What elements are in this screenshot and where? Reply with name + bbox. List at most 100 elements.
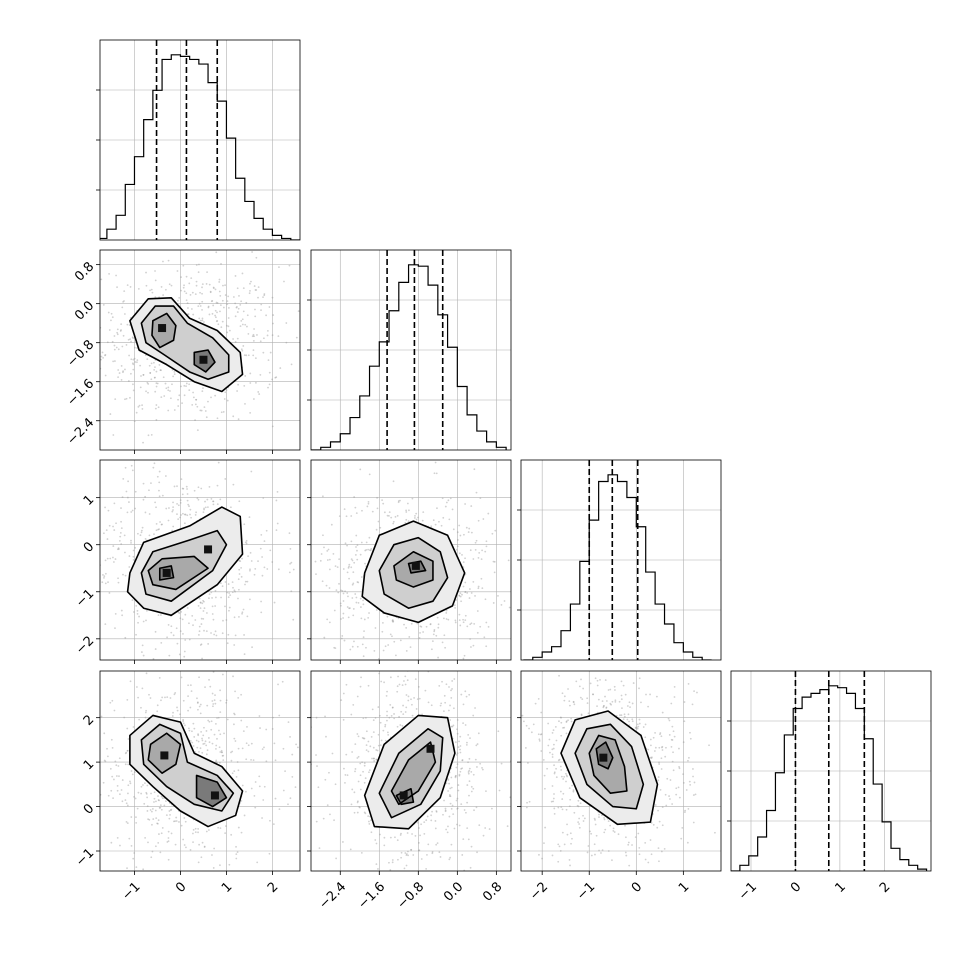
pair-4-sample-310 <box>418 935 420 937</box>
pair-5-sample-581 <box>692 768 694 770</box>
pair-5-sample-624 <box>558 720 560 723</box>
pair-3-sample-183 <box>126 822 129 824</box>
pair-1-sample-107 <box>122 573 124 576</box>
pair-5-sample-121 <box>553 772 556 775</box>
pair-4-sample-161 <box>440 702 443 705</box>
pair-2-sample-70 <box>470 505 473 507</box>
pair-0-sample-29 <box>187 307 189 309</box>
pair-5-sample-383 <box>682 773 685 776</box>
pair-4-sample-424 <box>317 882 319 884</box>
xlabel-param-0-tick-3: 2 <box>265 879 281 895</box>
pair-4-sample-518 <box>396 725 399 728</box>
pair-1-sample-512 <box>199 607 202 610</box>
pair-4-sample-379 <box>398 683 401 686</box>
pair-3-sample-672 <box>129 780 131 783</box>
pair-2-sample-263 <box>346 592 349 594</box>
pair-3-sample-204 <box>294 786 297 789</box>
pair-3-sample-121 <box>258 775 261 778</box>
pair-5-sample-50 <box>670 745 673 748</box>
pair-3-sample-591 <box>168 810 171 812</box>
pair-2-sample-149 <box>463 533 465 536</box>
pair-2-sample-219 <box>479 497 482 500</box>
pair-1-sample-444 <box>227 583 230 585</box>
pair-4-sample-269 <box>334 783 337 786</box>
pair-4-sample-167 <box>404 852 407 854</box>
pair-5-sample-117 <box>525 724 528 727</box>
pair-3-sample-57 <box>200 730 203 733</box>
pair-4-sample-134 <box>438 654 440 656</box>
pair-3-sample-650 <box>132 726 135 728</box>
pair-4-sample-27 <box>425 645 427 647</box>
pair-3-sample-367 <box>40 851 42 853</box>
pair-5-sample-66 <box>689 737 692 740</box>
pair-2-sample-490 <box>369 549 372 552</box>
pair-0-sample-421 <box>87 359 89 361</box>
pair-0-sample-252 <box>243 385 246 387</box>
pair-0-sample-359 <box>144 354 147 357</box>
pair-5-sample-394 <box>544 826 547 829</box>
pair-4-sample-577 <box>357 755 360 758</box>
pair-5-sample-608 <box>566 833 569 836</box>
pair-0-sample-90 <box>201 308 203 311</box>
pair-4-sample-338 <box>316 765 318 767</box>
pair-2-sample-340 <box>484 598 487 601</box>
pair-2-sample-322 <box>359 468 362 471</box>
pair-3-sample-131 <box>252 759 255 762</box>
pair-2-sample-509 <box>433 629 436 631</box>
pair-1-sample-527 <box>261 574 264 577</box>
pair-5-sample-499 <box>675 793 678 796</box>
pair-3-sample-425 <box>212 671 215 673</box>
pair-5-sample-436 <box>645 693 647 696</box>
pair-4-sample-248 <box>386 710 388 713</box>
pair-1-sample-81 <box>223 458 225 460</box>
pair-3-sample-465 <box>158 833 160 835</box>
pair-1-sample-394 <box>229 594 232 597</box>
pair-4-sample-670 <box>431 850 434 853</box>
pair-1-sample-619 <box>275 499 278 502</box>
pair-0-sample-297 <box>185 275 188 278</box>
pair-4-sample-584 <box>353 811 356 814</box>
pair-5-sample-127 <box>660 850 663 853</box>
pair-4-sample-311 <box>450 807 453 810</box>
pair-1-sample-532 <box>142 654 145 657</box>
pair-2-sample-666 <box>397 501 400 504</box>
pair-5-sample-53 <box>669 798 671 800</box>
pair-0-sample-641 <box>198 317 201 320</box>
pair-2-sample-383 <box>322 534 324 537</box>
pair-0-sample-598 <box>181 402 183 405</box>
pair-2-sample-252 <box>368 473 371 476</box>
pair-3-sample-197 <box>282 747 285 750</box>
pair-4-sample-165 <box>404 683 407 686</box>
pair-3-sample-350 <box>231 772 234 775</box>
pair-1-sample-403 <box>202 599 204 602</box>
pair-1-sample-62 <box>69 583 71 585</box>
pair-3-sample-50 <box>154 669 156 671</box>
pair-5-sample-427 <box>565 808 568 811</box>
pair-4-sample-131 <box>396 839 399 842</box>
pair-0-sample-667 <box>303 339 305 341</box>
pair-2-sample-64 <box>350 566 353 569</box>
pair-4-sample-200 <box>356 801 359 804</box>
pair-2-sample-578 <box>508 606 511 609</box>
pair-0-sample-239 <box>190 277 193 280</box>
pair-2-sample-196 <box>394 515 397 518</box>
pair-4-sample-477 <box>455 766 458 769</box>
pair-2-sample-231 <box>350 515 353 517</box>
pair-2-sample-538 <box>462 657 465 660</box>
pair-0-sample-91 <box>201 319 204 322</box>
pair-4-sample-30 <box>491 807 493 810</box>
pair-5-sample-246 <box>572 701 575 704</box>
pair-0-sample-246 <box>216 417 219 420</box>
pair-3-sample-208 <box>215 744 218 747</box>
pair-4-sample-602 <box>372 719 375 722</box>
pair-3-sample-333 <box>95 814 97 816</box>
pair-2-sample-620 <box>445 618 448 620</box>
pair-3-sample-327 <box>115 775 118 777</box>
pair-4-sample-19 <box>410 849 412 851</box>
pair-3-sample-349 <box>173 820 175 823</box>
pair-1-sample-637 <box>170 631 173 634</box>
pair-3-frame <box>99 670 301 872</box>
pair-0-sample-304 <box>223 398 226 400</box>
pair-4-sample-93 <box>473 934 475 936</box>
xlabel-param-2-tick-3: 1 <box>676 879 692 895</box>
